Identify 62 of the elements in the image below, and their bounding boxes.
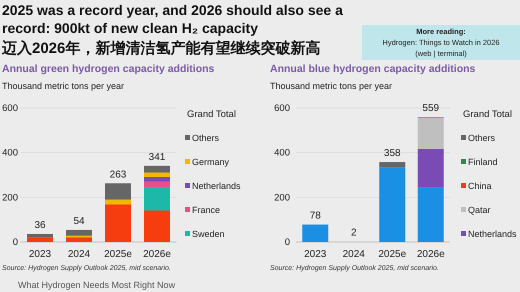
x-tick-label: 2024	[342, 249, 366, 260]
x-tick-label: 2026e	[143, 249, 172, 260]
y-axis-title: Thousand metric tons per year	[2, 81, 124, 91]
legend-label: China	[468, 181, 492, 191]
chart-title: Annual blue hydrogen capacity additions	[270, 63, 476, 75]
bar	[66, 230, 92, 236]
bar	[144, 181, 170, 188]
x-tick-label: 2024	[68, 249, 91, 260]
legend-label: Netherlands	[192, 181, 242, 191]
x-tick-label: 2023	[28, 249, 52, 260]
bar	[418, 118, 444, 149]
bar	[418, 187, 444, 242]
bar	[105, 200, 131, 204]
y-tick-label: 600	[274, 103, 290, 114]
x-tick-label: 2025e	[378, 249, 407, 260]
y-tick-label: 0	[284, 237, 290, 248]
text: What Hydrogen Needs Most Right Now	[18, 280, 176, 290]
bar	[144, 166, 170, 173]
bar	[27, 237, 53, 242]
bar	[27, 234, 53, 238]
bar	[418, 148, 444, 188]
y-tick-label: 0	[12, 237, 18, 248]
total-label: 358	[384, 148, 402, 160]
legend-label: Finland	[468, 157, 498, 167]
legend-title: Grand Total	[187, 109, 236, 120]
bar	[302, 224, 328, 242]
total-label: 2	[350, 228, 357, 239]
total-label: 559	[422, 103, 440, 114]
legend-title: Grand Total	[463, 109, 512, 120]
y-tick-label: 400	[2, 148, 18, 159]
bar	[105, 183, 131, 200]
y-tick-label: 600	[2, 103, 18, 114]
bar	[66, 237, 92, 242]
bar	[144, 177, 170, 182]
x-tick-label: 2025e	[104, 249, 132, 260]
x-tick-label: 2026e	[416, 249, 446, 260]
legend-label: Others	[192, 133, 220, 143]
text: 2025 was a record year, and 2026 should also see a record: 900kt of new clean H₂ capacity	[2, 2, 344, 36]
legend-label: Germany	[192, 157, 230, 167]
y-tick-label: 400	[274, 148, 290, 159]
legend-label: Netherlands	[468, 229, 518, 239]
bar	[379, 162, 406, 168]
bar	[144, 172, 170, 178]
chart-title: Annual green hydrogen capacity additions	[2, 63, 215, 75]
y-axis-title: Thousand metric tons per year	[270, 81, 392, 91]
legend-label: Others	[468, 133, 496, 143]
bar	[379, 167, 406, 242]
legend-label: Qatar	[468, 205, 491, 215]
total-label: 263	[110, 169, 127, 180]
total-label: 36	[34, 220, 46, 231]
bar	[144, 210, 170, 242]
text: 迈入2026年，新增清洁氢产能有望继续突破新高	[1, 39, 320, 57]
legend-label: Sweden	[192, 229, 225, 239]
total-label: 341	[148, 152, 166, 163]
bar	[144, 187, 170, 211]
bar	[105, 204, 131, 242]
y-tick-label: 200	[2, 192, 18, 204]
y-tick-label: 200	[274, 192, 290, 204]
x-tick-label: 2023	[304, 249, 327, 260]
total-label: 78	[310, 210, 322, 222]
total-label: 54	[73, 216, 85, 227]
legend-label: France	[192, 205, 220, 215]
